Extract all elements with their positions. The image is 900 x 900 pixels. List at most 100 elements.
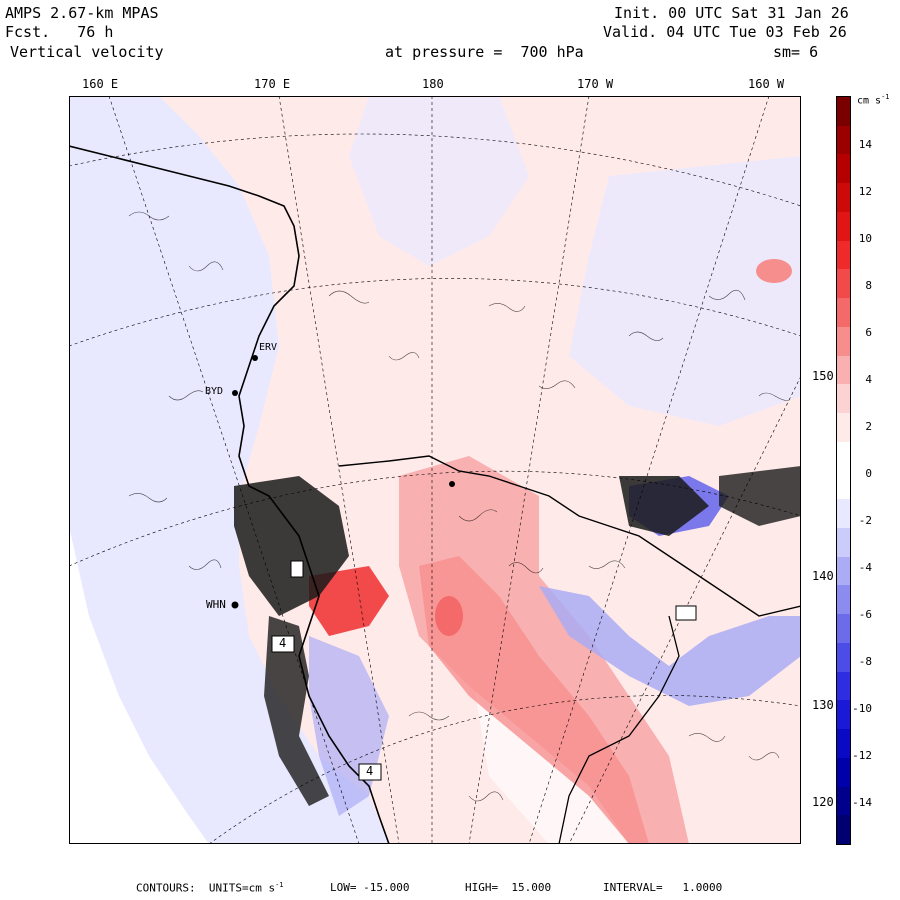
lon-line-170e <box>278 96 400 844</box>
lat-arc-2 <box>69 278 801 347</box>
lon-line-160w <box>528 96 770 844</box>
top-tick-160e: 160 E <box>82 77 119 91</box>
dark-blob-east <box>619 476 709 536</box>
white-outer-region <box>69 526 209 844</box>
top-tick-180: 180 <box>422 77 444 91</box>
coastline-victoria <box>69 145 390 844</box>
blue-region-west <box>69 96 389 844</box>
coastline-ross-ice-shelf <box>338 455 801 617</box>
footer-high: HIGH= 15.000 <box>465 881 552 894</box>
colorbar-cell <box>837 211 850 242</box>
lat-arc-3 <box>69 470 801 567</box>
colorbar-cell <box>837 585 850 615</box>
colorbar-cell <box>837 355 850 385</box>
pressure-level: at pressure = 700 hPa <box>385 43 584 61</box>
colorbar-unit: cm s-1 <box>857 93 890 106</box>
colorbar-label: -2 <box>858 514 872 527</box>
colorbar-cell <box>837 240 850 270</box>
colorbar-cell <box>837 326 850 357</box>
marker-box-west <box>271 635 295 653</box>
colorbar-cell <box>837 700 850 730</box>
colorbar-label: -8 <box>858 655 872 668</box>
colorbar-cell <box>837 269 850 299</box>
marker-box-north <box>290 560 304 578</box>
lat-arc-4 <box>208 695 801 844</box>
map-svg <box>69 96 801 844</box>
coastline-marie-byrd <box>558 615 680 844</box>
blue-band-mid <box>539 586 801 706</box>
station-byd-dot <box>232 390 238 396</box>
contour-squiggles <box>128 211 790 802</box>
colorbar <box>836 96 851 845</box>
valid-time: Valid. 04 UTC Tue 03 Feb 26 <box>603 23 847 41</box>
box-label-west: 4 <box>279 636 287 650</box>
colorbar-unit-text: cm s <box>857 95 882 107</box>
colorbar-label: -10 <box>852 702 872 715</box>
colorbar-label: 8 <box>865 279 872 292</box>
colorbar-cell <box>837 183 850 213</box>
colorbar-cell <box>837 154 850 184</box>
colorbar-cell <box>837 815 850 845</box>
colorbar-label: 0 <box>865 467 872 480</box>
colorbar-cell <box>837 671 850 701</box>
colorbar-cell <box>837 757 850 788</box>
blue-region-east <box>569 156 801 426</box>
footer-interval: INTERVAL= 1.0000 <box>603 881 723 894</box>
colorbar-cell <box>837 441 850 471</box>
dark-blob-far-east <box>719 466 801 526</box>
red-tongue-inner <box>419 556 649 844</box>
colorbar-unit-exp: -1 <box>881 93 890 101</box>
colorbar-label: -12 <box>852 749 872 762</box>
red-core-west <box>309 566 389 636</box>
colorbar-cell <box>837 413 850 443</box>
colorbar-cell <box>837 470 850 500</box>
station-whn-label: WHN <box>206 598 226 611</box>
footer-contours-exp: -1 <box>275 881 284 889</box>
colorbar-cell <box>837 642 850 673</box>
colorbar-label: -14 <box>852 796 872 809</box>
colorbar-cell <box>837 556 850 586</box>
dark-blob-tam <box>234 476 349 616</box>
colorbar-label: 12 <box>858 185 872 198</box>
footer-contours: CONTOURS: UNITS=cm s-1 <box>136 881 284 895</box>
smoothing: sm= 6 <box>773 43 819 61</box>
field-name: Vertical velocity <box>10 43 164 61</box>
colorbar-cell <box>837 499 850 529</box>
init-time: Init. 00 UTC Sat 31 Jan 26 <box>614 4 849 22</box>
colorbar-label: 4 <box>865 373 872 386</box>
colorbar-label: -4 <box>858 561 872 574</box>
map-frame <box>69 96 801 844</box>
station-ross-dot <box>449 481 455 487</box>
top-tick-160w: 160 W <box>748 77 785 91</box>
red-core-center <box>435 596 463 636</box>
colorbar-cell <box>837 729 850 759</box>
marker-box-east <box>675 605 697 621</box>
dark-blob-coast <box>264 616 329 806</box>
forecast-hour: Fcst. 76 h <box>5 23 114 41</box>
red-spot-east <box>756 259 792 283</box>
colorbar-label: 10 <box>858 232 872 245</box>
station-byd-label: BYD <box>205 386 224 397</box>
model-title: AMPS 2.67-km MPAS <box>5 4 159 22</box>
map-panel[interactable]: WHN BYD ERV 4 4 <box>69 96 801 844</box>
colorbar-label: -6 <box>858 608 872 621</box>
station-erv-dot <box>252 355 258 361</box>
lat-arc-1 <box>69 133 801 207</box>
footer-low: LOW= -15.000 <box>330 881 410 894</box>
colorbar-cell <box>837 614 850 644</box>
top-tick-170w: 170 W <box>577 77 614 91</box>
colorbar-cell <box>837 527 850 558</box>
footer-contours-text: CONTOURS: UNITS=cm s <box>136 881 276 895</box>
station-whn-dot <box>231 601 239 609</box>
colorbar-label: 2 <box>865 420 872 433</box>
station-erv-label: ERV <box>259 342 278 353</box>
blue-region-north <box>349 96 529 266</box>
top-tick-170e: 170 E <box>254 77 291 91</box>
box-label-south: 4 <box>366 764 374 778</box>
colorbar-cell <box>837 786 850 816</box>
colorbar-cell <box>837 298 850 328</box>
colorbar-label: 14 <box>858 138 872 151</box>
colorbar-cell <box>837 384 850 414</box>
lon-line-170w <box>468 96 590 844</box>
colorbar-cell <box>837 125 850 155</box>
